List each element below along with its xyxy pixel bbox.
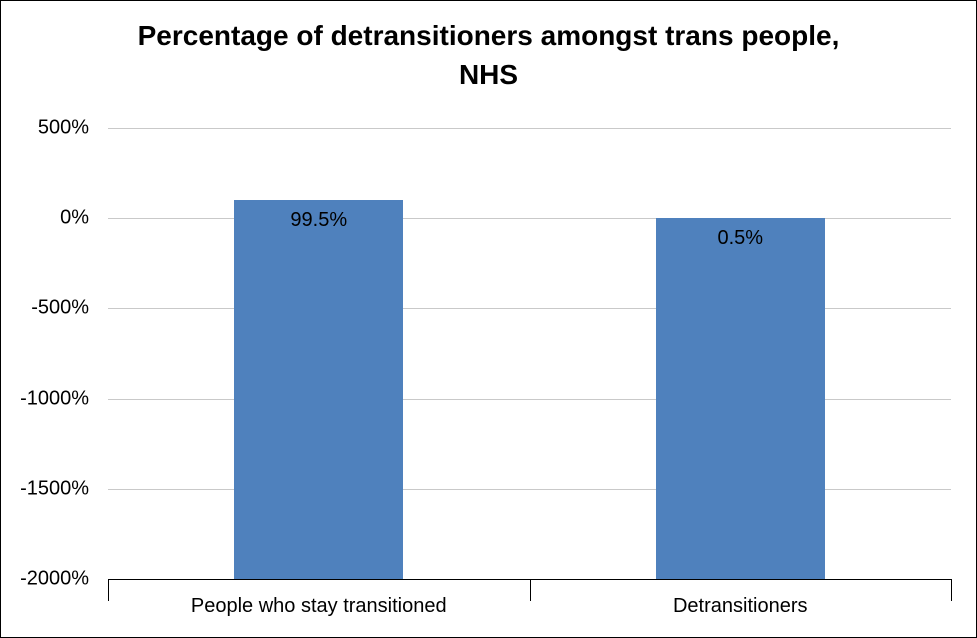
y-tick-label: 500%: [37, 116, 89, 139]
bar-value-label: 0.5%: [717, 227, 764, 250]
category-axis-tick: [951, 579, 952, 601]
bar-detransitioners: 0.5%: [655, 218, 825, 579]
y-tick-label: -2000%: [20, 567, 89, 590]
y-tick-label: -500%: [31, 296, 89, 319]
bar-people-who-stay-transitioned: 99.5%: [234, 200, 404, 579]
bar-value-label: 99.5%: [290, 209, 348, 232]
plot-area: 99.5% People who stay transitioned 0.5% Det…: [108, 128, 952, 617]
category-label: Detransitioners: [672, 595, 808, 617]
y-axis: 500% 0% -500% -1000% -1500% -2000%: [1, 117, 97, 590]
gridline: [108, 128, 951, 129]
category-label: People who stay transitioned: [190, 595, 447, 617]
category-axis-tick: [529, 579, 531, 601]
gridline: [108, 218, 951, 220]
category-axis-tick: [108, 579, 109, 601]
y-tick-label: -1000%: [20, 387, 89, 410]
y-tick-label: 0%: [60, 206, 89, 229]
gridline: [108, 398, 951, 400]
gridline: [108, 488, 951, 490]
y-tick-label: -1500%: [20, 477, 89, 500]
chart-title: Percentage of detransitioners amongst tr…: [137, 20, 840, 90]
gridline: [108, 308, 951, 310]
